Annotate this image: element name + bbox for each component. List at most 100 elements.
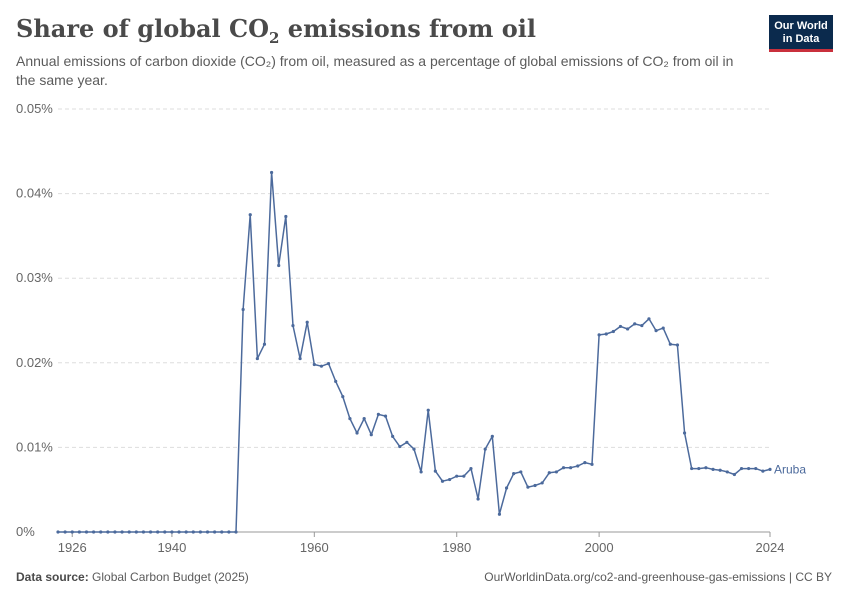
y-tick-label: 0.03% bbox=[16, 270, 53, 285]
data-point bbox=[640, 323, 644, 328]
data-point bbox=[355, 431, 359, 435]
data-point bbox=[405, 440, 409, 444]
y-tick-label: 0.04% bbox=[16, 186, 53, 201]
series-line bbox=[58, 171, 771, 533]
data-point bbox=[675, 343, 680, 347]
data-point bbox=[376, 412, 380, 417]
data-point bbox=[362, 417, 366, 421]
data-point bbox=[141, 530, 146, 534]
data-point bbox=[227, 530, 231, 534]
title-rest: emissions from oil bbox=[279, 14, 537, 43]
data-point bbox=[163, 530, 167, 534]
data-point bbox=[134, 530, 138, 534]
data-point bbox=[291, 323, 295, 328]
data-point bbox=[63, 530, 67, 534]
data-point bbox=[483, 447, 487, 451]
data-point bbox=[647, 317, 651, 321]
data-point bbox=[512, 472, 516, 476]
data-point bbox=[191, 530, 195, 534]
data-point bbox=[761, 469, 765, 473]
x-tick-label: 1940 bbox=[157, 540, 186, 555]
data-point bbox=[255, 356, 259, 361]
data-point bbox=[604, 332, 608, 336]
data-point bbox=[419, 470, 423, 474]
data-point bbox=[56, 530, 60, 534]
x-tick-label: 1960 bbox=[300, 540, 329, 555]
y-tick-label: 0.01% bbox=[16, 439, 53, 454]
data-point bbox=[462, 474, 466, 478]
data-point bbox=[732, 472, 737, 477]
data-point bbox=[391, 434, 395, 439]
data-point bbox=[597, 333, 601, 337]
data-point bbox=[198, 530, 202, 534]
y-tick-label: 0.05% bbox=[16, 101, 53, 116]
data-point bbox=[576, 464, 580, 468]
title-main: Share of global CO bbox=[16, 14, 270, 43]
data-point bbox=[312, 362, 316, 367]
data-point bbox=[298, 356, 302, 361]
data-point bbox=[84, 530, 89, 534]
data-point bbox=[334, 379, 338, 384]
data-point bbox=[305, 320, 309, 324]
data-point bbox=[433, 469, 437, 473]
data-point bbox=[341, 395, 345, 399]
data-point bbox=[754, 466, 758, 471]
x-tick-label: 2024 bbox=[756, 540, 785, 555]
data-point bbox=[469, 466, 473, 471]
data-point bbox=[704, 466, 708, 470]
data-point bbox=[739, 466, 744, 471]
x-tick-label: 2000 bbox=[585, 540, 614, 555]
data-point bbox=[383, 414, 388, 418]
data-point bbox=[690, 466, 694, 471]
data-point bbox=[519, 470, 523, 474]
data-point bbox=[270, 170, 274, 175]
data-point bbox=[768, 467, 772, 471]
data-point bbox=[526, 485, 530, 489]
data-point bbox=[148, 530, 153, 534]
data-point bbox=[99, 530, 103, 534]
data-point bbox=[170, 530, 174, 534]
data-point bbox=[113, 530, 117, 534]
data-point bbox=[533, 483, 537, 488]
data-point bbox=[184, 530, 188, 534]
y-tick-label: 0% bbox=[16, 524, 35, 539]
data-point bbox=[547, 471, 551, 475]
owid-logo[interactable]: Our World in Data bbox=[769, 15, 833, 52]
logo-line-1: Our World bbox=[774, 20, 828, 32]
data-point bbox=[725, 470, 729, 474]
logo-line-2: in Data bbox=[782, 33, 820, 45]
y-axis-tick-labels: 0% 0.01% 0.02% 0.03% 0.04% 0.05% bbox=[16, 101, 53, 539]
data-point bbox=[497, 512, 502, 516]
chart-subtitle: Annual emissions of carbon dioxide (CO₂)… bbox=[16, 53, 734, 88]
source-url-link[interactable]: OurWorldinData.org/co2-and-greenhouse-ga… bbox=[484, 570, 832, 584]
title-subscript: 2 bbox=[269, 28, 280, 47]
y-tick-label: 0.02% bbox=[16, 355, 53, 370]
data-point bbox=[220, 530, 224, 534]
data-point bbox=[262, 342, 267, 346]
data-point bbox=[718, 468, 722, 472]
data-point bbox=[682, 431, 687, 435]
data-point bbox=[504, 486, 509, 490]
data-point bbox=[213, 530, 217, 534]
data-point bbox=[77, 530, 81, 534]
data-point bbox=[711, 467, 715, 471]
chart-title: Share of global CO2 emissions from oil bbox=[16, 14, 536, 47]
data-point bbox=[440, 479, 445, 483]
data-point bbox=[348, 417, 352, 421]
data-point bbox=[490, 434, 494, 439]
data-point bbox=[120, 530, 124, 534]
data-source-label: Data source: bbox=[16, 570, 89, 584]
data-point bbox=[326, 362, 331, 366]
data-point bbox=[412, 447, 416, 451]
data-point bbox=[747, 466, 751, 471]
data-point bbox=[241, 307, 245, 312]
data-point bbox=[561, 466, 566, 470]
data-point bbox=[611, 329, 615, 334]
data-point bbox=[626, 327, 630, 331]
data-point bbox=[668, 342, 672, 346]
data-point bbox=[618, 324, 623, 329]
data-point bbox=[177, 530, 181, 534]
data-point bbox=[205, 530, 210, 534]
series-layer: Aruba bbox=[56, 170, 806, 534]
data-point bbox=[277, 263, 281, 268]
